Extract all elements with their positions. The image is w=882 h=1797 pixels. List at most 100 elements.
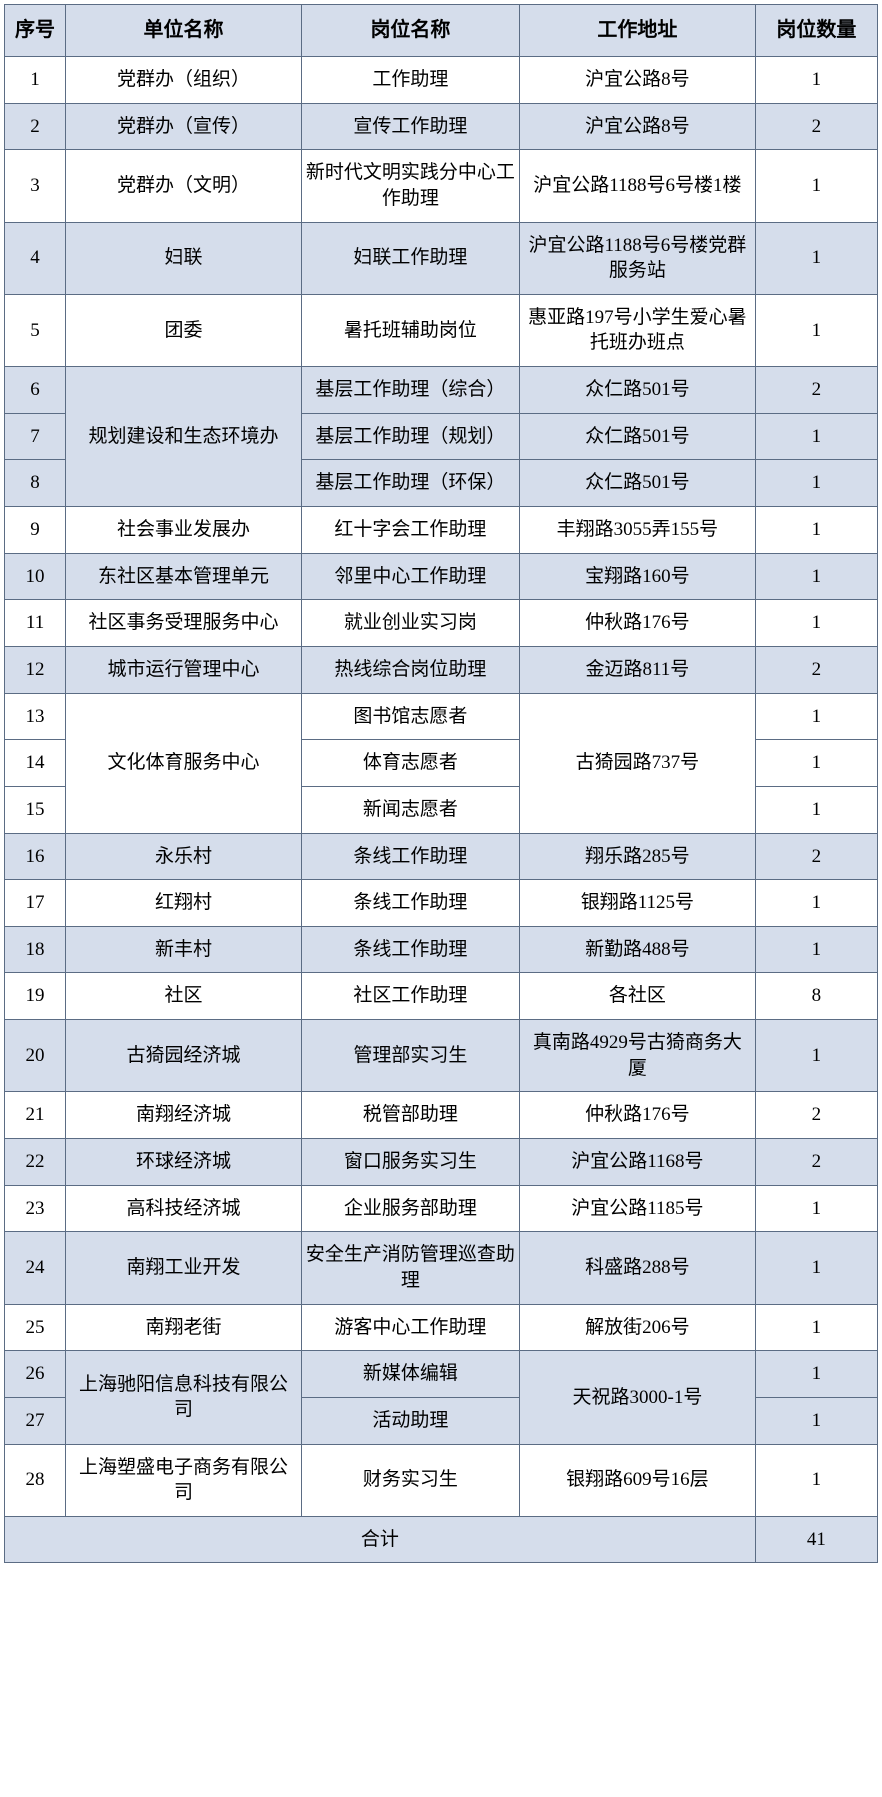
- cell-unit: 妇联: [66, 222, 302, 294]
- cell-position: 基层工作助理（规划）: [301, 413, 519, 460]
- table-row: 19社区社区工作助理各社区8: [5, 973, 878, 1020]
- cell-address: 众仁路501号: [520, 460, 756, 507]
- table-row: 4妇联妇联工作助理沪宜公路1188号6号楼党群服务站1: [5, 222, 878, 294]
- cell-index: 23: [5, 1185, 66, 1232]
- cell-count: 1: [755, 553, 877, 600]
- cell-count: 1: [755, 460, 877, 507]
- cell-index: 13: [5, 693, 66, 740]
- table-row: 9社会事业发展办红十字会工作助理丰翔路3055弄155号1: [5, 507, 878, 554]
- cell-position: 红十字会工作助理: [301, 507, 519, 554]
- header-row: 序号 单位名称 岗位名称 工作地址 岗位数量: [5, 5, 878, 57]
- col-header-unit: 单位名称: [66, 5, 302, 57]
- cell-index: 4: [5, 222, 66, 294]
- cell-index: 7: [5, 413, 66, 460]
- cell-unit: 红翔村: [66, 880, 302, 927]
- cell-address: 沪宜公路1188号6号楼1楼: [520, 150, 756, 222]
- cell-unit: 社区: [66, 973, 302, 1020]
- cell-unit: 东社区基本管理单元: [66, 553, 302, 600]
- table-row: 1党群办（组织）工作助理沪宜公路8号1: [5, 57, 878, 104]
- cell-index: 17: [5, 880, 66, 927]
- cell-address: 解放街206号: [520, 1304, 756, 1351]
- cell-index: 6: [5, 367, 66, 414]
- cell-unit: 南翔经济城: [66, 1092, 302, 1139]
- cell-address: 新勤路488号: [520, 926, 756, 973]
- cell-count: 1: [755, 1232, 877, 1304]
- cell-index: 5: [5, 294, 66, 366]
- cell-position: 基层工作助理（环保）: [301, 460, 519, 507]
- cell-position: 新时代文明实践分中心工作助理: [301, 150, 519, 222]
- cell-address: 各社区: [520, 973, 756, 1020]
- cell-address: 仲秋路176号: [520, 1092, 756, 1139]
- cell-position: 体育志愿者: [301, 740, 519, 787]
- cell-count: 1: [755, 693, 877, 740]
- table-row: 21南翔经济城税管部助理仲秋路176号2: [5, 1092, 878, 1139]
- cell-unit: 党群办（组织）: [66, 57, 302, 104]
- cell-unit: 党群办（文明）: [66, 150, 302, 222]
- table-row: 18新丰村条线工作助理新勤路488号1: [5, 926, 878, 973]
- cell-unit: 文化体育服务中心: [66, 693, 302, 833]
- table-row: 13文化体育服务中心图书馆志愿者古猗园路737号1: [5, 693, 878, 740]
- cell-unit: 社会事业发展办: [66, 507, 302, 554]
- cell-unit: 上海塑盛电子商务有限公司: [66, 1444, 302, 1516]
- cell-index: 14: [5, 740, 66, 787]
- table-row: 16永乐村条线工作助理翔乐路285号2: [5, 833, 878, 880]
- cell-address: 沪宜公路1168号: [520, 1139, 756, 1186]
- cell-address: 天祝路3000-1号: [520, 1351, 756, 1444]
- cell-address: 沪宜公路8号: [520, 57, 756, 104]
- cell-position: 财务实习生: [301, 1444, 519, 1516]
- total-value: 41: [755, 1516, 877, 1563]
- table-row: 11社区事务受理服务中心就业创业实习岗仲秋路176号1: [5, 600, 878, 647]
- cell-address: 丰翔路3055弄155号: [520, 507, 756, 554]
- cell-count: 1: [755, 57, 877, 104]
- table-row: 23高科技经济城企业服务部助理沪宜公路1185号1: [5, 1185, 878, 1232]
- cell-index: 28: [5, 1444, 66, 1516]
- cell-unit: 古猗园经济城: [66, 1020, 302, 1092]
- cell-count: 1: [755, 1351, 877, 1398]
- cell-address: 古猗园路737号: [520, 693, 756, 833]
- cell-index: 11: [5, 600, 66, 647]
- cell-index: 26: [5, 1351, 66, 1398]
- cell-address: 银翔路609号16层: [520, 1444, 756, 1516]
- table-row: 25南翔老街游客中心工作助理解放街206号1: [5, 1304, 878, 1351]
- cell-count: 2: [755, 367, 877, 414]
- cell-count: 1: [755, 926, 877, 973]
- cell-address: 沪宜公路1188号6号楼党群服务站: [520, 222, 756, 294]
- cell-count: 1: [755, 880, 877, 927]
- table-row: 28上海塑盛电子商务有限公司财务实习生银翔路609号16层1: [5, 1444, 878, 1516]
- positions-table: 序号 单位名称 岗位名称 工作地址 岗位数量 1党群办（组织）工作助理沪宜公路8…: [4, 4, 878, 1563]
- cell-index: 2: [5, 103, 66, 150]
- cell-unit: 城市运行管理中心: [66, 646, 302, 693]
- cell-address: 金迈路811号: [520, 646, 756, 693]
- cell-index: 15: [5, 786, 66, 833]
- total-row: 合计41: [5, 1516, 878, 1563]
- cell-position: 窗口服务实习生: [301, 1139, 519, 1186]
- cell-count: 1: [755, 1185, 877, 1232]
- col-header-count: 岗位数量: [755, 5, 877, 57]
- cell-index: 20: [5, 1020, 66, 1092]
- cell-count: 1: [755, 1020, 877, 1092]
- table-row: 3党群办（文明）新时代文明实践分中心工作助理沪宜公路1188号6号楼1楼1: [5, 150, 878, 222]
- cell-unit: 环球经济城: [66, 1139, 302, 1186]
- cell-index: 18: [5, 926, 66, 973]
- cell-index: 10: [5, 553, 66, 600]
- table-row: 10东社区基本管理单元邻里中心工作助理宝翔路160号1: [5, 553, 878, 600]
- cell-count: 1: [755, 600, 877, 647]
- cell-index: 9: [5, 507, 66, 554]
- cell-position: 管理部实习生: [301, 1020, 519, 1092]
- cell-unit: 社区事务受理服务中心: [66, 600, 302, 647]
- cell-address: 沪宜公路8号: [520, 103, 756, 150]
- table-row: 5团委暑托班辅助岗位惠亚路197号小学生爱心暑托班办班点1: [5, 294, 878, 366]
- cell-count: 1: [755, 740, 877, 787]
- cell-count: 1: [755, 294, 877, 366]
- cell-position: 条线工作助理: [301, 880, 519, 927]
- table-row: 20古猗园经济城管理部实习生真南路4929号古猗商务大厦1: [5, 1020, 878, 1092]
- table-row: 22环球经济城窗口服务实习生沪宜公路1168号2: [5, 1139, 878, 1186]
- table-row: 26上海驰阳信息科技有限公司新媒体编辑天祝路3000-1号1: [5, 1351, 878, 1398]
- cell-address: 惠亚路197号小学生爱心暑托班办班点: [520, 294, 756, 366]
- cell-position: 税管部助理: [301, 1092, 519, 1139]
- cell-position: 条线工作助理: [301, 833, 519, 880]
- cell-position: 宣传工作助理: [301, 103, 519, 150]
- cell-position: 基层工作助理（综合）: [301, 367, 519, 414]
- cell-position: 邻里中心工作助理: [301, 553, 519, 600]
- cell-position: 社区工作助理: [301, 973, 519, 1020]
